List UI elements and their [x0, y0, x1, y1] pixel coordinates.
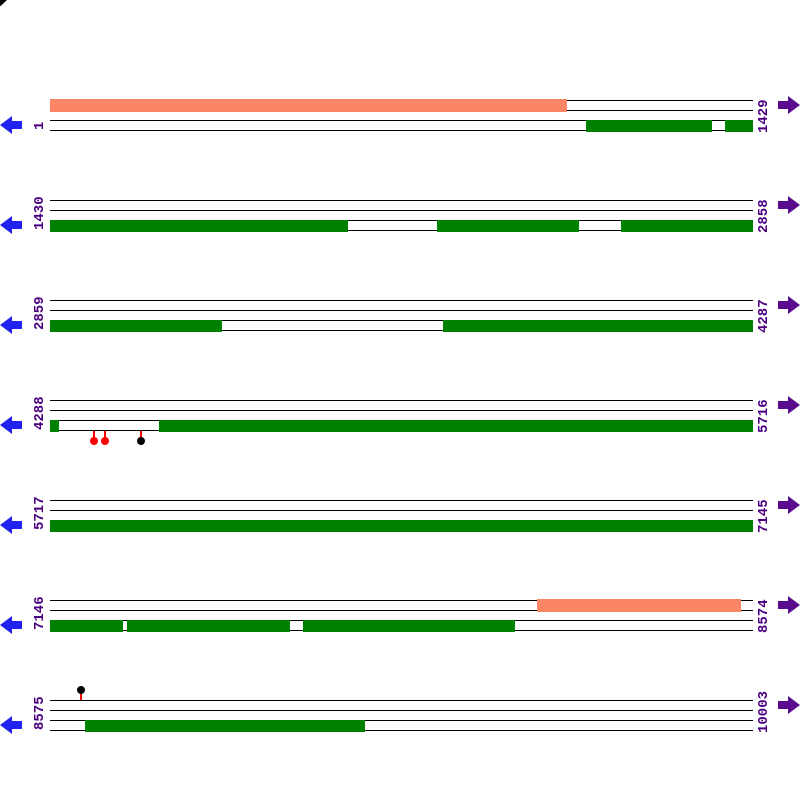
- right-strand-arrow-icon: [778, 195, 800, 215]
- red-marker-dot: [90, 437, 98, 445]
- green-feature-bar: [50, 420, 59, 432]
- green-feature-bar: [159, 420, 753, 432]
- row-start-position-label: 1430: [32, 196, 48, 230]
- left-strand-arrow-icon: [0, 515, 22, 535]
- left-strand-arrow-icon: [0, 115, 22, 135]
- row-start-position-label: 1: [32, 121, 48, 130]
- marker-stem: [140, 431, 142, 438]
- top-strand-lane: [50, 599, 753, 612]
- green-feature-bar: [725, 120, 753, 132]
- top-strand-lane: [50, 300, 753, 311]
- row-start-position-label: 4288: [32, 396, 48, 430]
- row-end-position-label: 10003: [756, 690, 772, 733]
- bottom-strand-lane: [50, 220, 753, 232]
- left-strand-arrow-icon: [0, 715, 22, 735]
- green-feature-bar: [586, 120, 712, 132]
- top-strand-lane: [50, 400, 753, 411]
- green-feature-bar: [50, 620, 123, 632]
- row-end-position-label: 1429: [756, 99, 772, 133]
- left-strand-arrow-icon: [0, 215, 22, 235]
- marker-stem: [80, 694, 82, 700]
- left-strand-arrow-icon: [0, 315, 22, 335]
- right-strand-arrow-icon: [778, 495, 800, 515]
- right-strand-arrow-icon: [778, 295, 800, 315]
- top-strand-lane: [50, 99, 753, 112]
- bottom-strand-lane: [50, 420, 753, 432]
- red-marker-dot: [101, 437, 109, 445]
- corner-artifact: [0, 0, 7, 6]
- bottom-strand-lane: [50, 320, 753, 332]
- left-strand-arrow-icon: [0, 615, 22, 635]
- right-strand-arrow-icon: [778, 695, 800, 715]
- green-feature-bar: [621, 220, 753, 232]
- bottom-strand-lane: [50, 520, 753, 532]
- green-feature-bar: [50, 320, 222, 332]
- green-feature-bar: [50, 220, 348, 232]
- right-strand-arrow-icon: [778, 395, 800, 415]
- black-marker-dot: [77, 686, 85, 694]
- marker-stem: [104, 431, 106, 438]
- orange-feature-bar: [537, 599, 741, 612]
- orange-feature-bar: [50, 99, 567, 112]
- bottom-strand-lane: [50, 120, 753, 132]
- row-start-position-label: 5717: [32, 496, 48, 530]
- green-feature-bar: [437, 220, 579, 232]
- black-marker-dot: [137, 437, 145, 445]
- row-end-position-label: 2858: [756, 199, 772, 233]
- top-strand-lane: [50, 700, 753, 711]
- left-strand-arrow-icon: [0, 415, 22, 435]
- green-feature-bar: [127, 620, 290, 632]
- top-strand-lane: [50, 500, 753, 511]
- marker-stem: [93, 431, 95, 438]
- row-end-position-label: 5716: [756, 399, 772, 433]
- row-end-position-label: 8574: [756, 599, 772, 633]
- row-start-position-label: 8575: [32, 696, 48, 730]
- row-start-position-label: 2859: [32, 296, 48, 330]
- row-start-position-label: 7146: [32, 596, 48, 630]
- right-strand-arrow-icon: [778, 595, 800, 615]
- green-feature-bar: [443, 320, 753, 332]
- green-feature-bar: [50, 520, 753, 532]
- row-end-position-label: 7145: [756, 499, 772, 533]
- green-feature-bar: [85, 720, 365, 732]
- green-feature-bar: [303, 620, 515, 632]
- row-end-position-label: 4287: [756, 299, 772, 333]
- bottom-strand-lane: [50, 620, 753, 632]
- bottom-strand-lane: [50, 720, 753, 732]
- top-strand-lane: [50, 200, 753, 211]
- right-strand-arrow-icon: [778, 95, 800, 115]
